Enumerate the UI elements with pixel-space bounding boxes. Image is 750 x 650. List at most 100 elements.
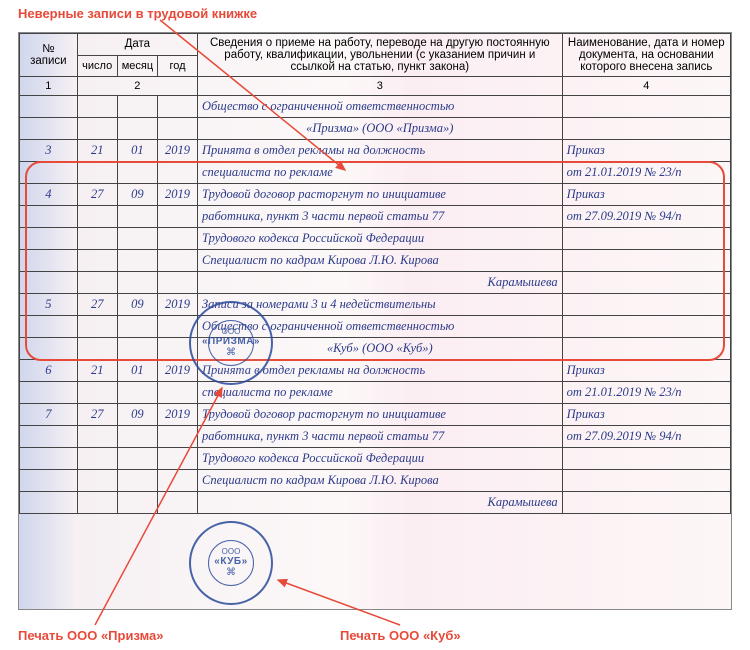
cell-d — [77, 316, 117, 338]
cell-n — [20, 96, 78, 118]
cell-doc — [562, 272, 730, 294]
cell-y — [158, 118, 198, 140]
cell-doc: Приказ — [562, 184, 730, 206]
cell-doc — [562, 338, 730, 360]
cell-y: 2019 — [158, 404, 198, 426]
cell-doc: от 21.01.2019 № 23/п — [562, 162, 730, 184]
table-row: Трудового кодекса Российской Федерации — [20, 448, 731, 470]
header-info: Сведения о приеме на работу, переводе на… — [197, 34, 562, 77]
stamp-kub-icon: ⌘ — [226, 567, 236, 578]
cell-m — [117, 118, 157, 140]
cell-doc: от 27.09.2019 № 94/п — [562, 206, 730, 228]
cell-info: Трудового кодекса Российской Федерации — [197, 448, 562, 470]
stamp-prizma: ООО «ПРИЗМА» ⌘ — [189, 301, 273, 385]
cell-y — [158, 250, 198, 272]
cell-doc: Приказ — [562, 360, 730, 382]
table-row: 621012019Принята в отдел рекламы на долж… — [20, 360, 731, 382]
stamp-kub: ООО «КУБ» ⌘ — [189, 521, 273, 605]
cell-m: 09 — [117, 404, 157, 426]
cell-y: 2019 — [158, 360, 198, 382]
cell-doc: от 21.01.2019 № 23/п — [562, 382, 730, 404]
cell-n — [20, 316, 78, 338]
cell-info: Трудового кодекса Российской Федерации — [197, 228, 562, 250]
cell-doc: от 27.09.2019 № 94/п — [562, 426, 730, 448]
cell-doc — [562, 228, 730, 250]
cell-y: 2019 — [158, 294, 198, 316]
cell-y — [158, 228, 198, 250]
table-row: Специалист по кадрам Кирова Л.Ю. Кирова — [20, 250, 731, 272]
cell-n — [20, 448, 78, 470]
cell-doc: Приказ — [562, 140, 730, 162]
cell-d — [77, 272, 117, 294]
cell-info: специалиста по рекламе — [197, 162, 562, 184]
cell-m — [117, 426, 157, 448]
cell-doc — [562, 250, 730, 272]
table-row: Специалист по кадрам Кирова Л.Ю. Кирова — [20, 470, 731, 492]
cell-m — [117, 206, 157, 228]
header-date: Дата — [77, 34, 197, 56]
cell-y — [158, 162, 198, 184]
cell-y — [158, 426, 198, 448]
cell-n: 5 — [20, 294, 78, 316]
cell-n — [20, 206, 78, 228]
cell-info: Трудовой договор расторгнут по инициатив… — [197, 184, 562, 206]
cell-info: Принята в отдел рекламы на должность — [197, 140, 562, 162]
cell-d — [77, 448, 117, 470]
cell-m — [117, 250, 157, 272]
annotation-bottom-left: Печать ООО «Призма» — [18, 628, 164, 643]
cell-m — [117, 470, 157, 492]
cell-info: Трудовой договор расторгнут по инициатив… — [197, 404, 562, 426]
stamp-prizma-ooo: ООО — [222, 327, 241, 336]
signature: Карамышева — [488, 495, 558, 510]
table-row: работника, пункт 3 части первой статьи 7… — [20, 206, 731, 228]
cell-y — [158, 206, 198, 228]
cell-m — [117, 382, 157, 404]
table-body: Общество с ограниченной ответственностью… — [20, 96, 731, 514]
cell-d: 27 — [77, 404, 117, 426]
cell-d — [77, 492, 117, 514]
table-row: 321012019Принята в отдел рекламы на долж… — [20, 140, 731, 162]
cell-n — [20, 382, 78, 404]
workbook-table: № записи Дата Сведения о приеме на работ… — [19, 33, 731, 514]
header-doc: Наименование, дата и номер документа, на… — [562, 34, 730, 77]
cell-doc — [562, 294, 730, 316]
cell-n — [20, 492, 78, 514]
subheader-month: месяц — [117, 55, 157, 77]
colnum-2: 2 — [77, 77, 197, 96]
cell-m: 01 — [117, 140, 157, 162]
table-row: Карамышева — [20, 492, 731, 514]
cell-d: 21 — [77, 360, 117, 382]
annotation-bottom-right: Печать ООО «Куб» — [340, 628, 461, 643]
cell-y: 2019 — [158, 140, 198, 162]
stamp-prizma-icon: ⌘ — [226, 347, 236, 358]
table-row: Трудового кодекса Российской Федерации — [20, 228, 731, 250]
cell-d — [77, 426, 117, 448]
annotation-top: Неверные записи в трудовой книжке — [18, 6, 257, 21]
table-row: 527092019Записи за номерами 3 и 4 недейс… — [20, 294, 731, 316]
cell-info: «Призма» (ООО «Призма») — [197, 118, 562, 140]
cell-d — [77, 118, 117, 140]
cell-n: 4 — [20, 184, 78, 206]
table-row: специалиста по рекламеот 21.01.2019 № 23… — [20, 382, 731, 404]
cell-m: 09 — [117, 294, 157, 316]
cell-doc: Приказ — [562, 404, 730, 426]
table-row: специалиста по рекламеот 21.01.2019 № 23… — [20, 162, 731, 184]
colnum-4: 4 — [562, 77, 730, 96]
cell-n: 3 — [20, 140, 78, 162]
cell-m — [117, 338, 157, 360]
cell-info: работника, пункт 3 части первой статьи 7… — [197, 206, 562, 228]
cell-y — [158, 272, 198, 294]
cell-n: 7 — [20, 404, 78, 426]
cell-n — [20, 272, 78, 294]
cell-d — [77, 382, 117, 404]
stamp-prizma-name: «ПРИЗМА» — [202, 336, 260, 347]
cell-n: 6 — [20, 360, 78, 382]
table-row: работника, пункт 3 части первой статьи 7… — [20, 426, 731, 448]
cell-m: 09 — [117, 184, 157, 206]
cell-doc — [562, 118, 730, 140]
cell-n — [20, 426, 78, 448]
cell-d: 27 — [77, 184, 117, 206]
cell-d: 21 — [77, 140, 117, 162]
cell-n — [20, 470, 78, 492]
cell-m — [117, 316, 157, 338]
